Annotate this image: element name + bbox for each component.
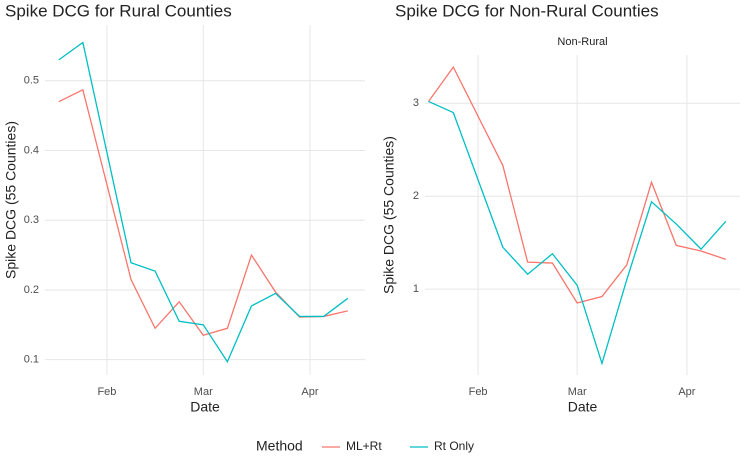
x-tick-label: Apr xyxy=(678,386,695,398)
panel-strip-label: Non-Rural xyxy=(557,36,607,48)
x-tick-label: Feb xyxy=(97,386,116,398)
chart-title: Spike DCG for Rural Counties xyxy=(5,1,232,20)
legend-title: Method xyxy=(256,438,303,454)
series-line xyxy=(428,100,727,366)
y-tick-label: 0.1 xyxy=(24,354,39,366)
x-axis-title: Date xyxy=(568,399,598,415)
y-tick-label: 0.5 xyxy=(24,75,39,87)
y-tick-label: 0.2 xyxy=(24,284,39,296)
y-tick-label: 2 xyxy=(413,190,419,202)
chart-title: Spike DCG for Non-Rural Counties xyxy=(395,1,659,20)
x-tick-label: Apr xyxy=(301,386,318,398)
x-tick-label: Mar xyxy=(568,386,587,398)
legend-label: Rt Only xyxy=(434,439,474,453)
y-tick-label: 0.3 xyxy=(24,214,39,226)
y-tick-label: 0.4 xyxy=(24,144,39,156)
y-axis-title: Spike DCG (55 Counties) xyxy=(381,136,397,294)
y-axis-title: Spike DCG (55 Counties) xyxy=(3,121,19,279)
series-line xyxy=(58,41,349,364)
series-line xyxy=(428,65,727,304)
x-tick-label: Mar xyxy=(194,386,213,398)
x-axis-title: Date xyxy=(190,399,220,415)
x-tick-label: Feb xyxy=(469,386,488,398)
y-tick-label: 1 xyxy=(413,283,419,295)
y-tick-label: 3 xyxy=(413,97,419,109)
legend-label: ML+Rt xyxy=(346,439,382,453)
